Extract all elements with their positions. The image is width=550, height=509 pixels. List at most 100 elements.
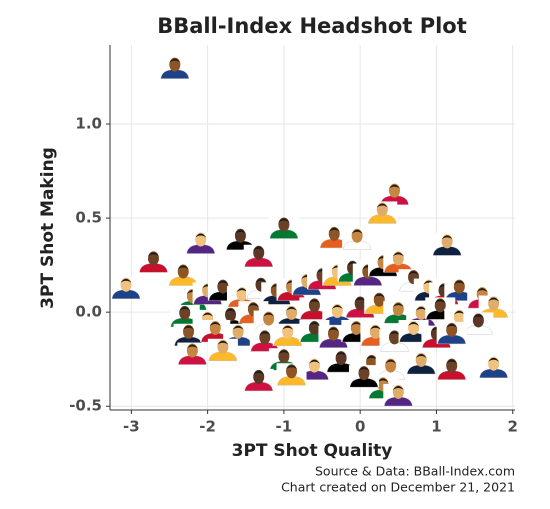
- headshot: [207, 338, 238, 361]
- headshot: [111, 276, 142, 299]
- headshot: [398, 319, 429, 343]
- hair: [259, 331, 271, 336]
- y-tick-label: -0.5: [69, 397, 102, 415]
- x-tick-label: 0: [355, 418, 365, 436]
- x-tick-label: -1: [276, 418, 293, 436]
- hair: [236, 288, 248, 293]
- hair: [327, 327, 339, 332]
- hair: [423, 280, 435, 285]
- hair: [488, 357, 500, 362]
- headshot: [272, 323, 303, 346]
- hair: [385, 359, 397, 364]
- hair: [202, 312, 214, 317]
- hair: [476, 288, 488, 293]
- hair: [446, 359, 458, 364]
- hair: [286, 365, 298, 370]
- hair: [217, 280, 229, 285]
- hair: [347, 261, 359, 266]
- hair: [217, 340, 229, 345]
- hair: [335, 352, 347, 357]
- hair: [354, 297, 366, 302]
- hair: [434, 299, 446, 304]
- headshot: [436, 357, 467, 380]
- headshot: [168, 263, 199, 286]
- headshot: [299, 297, 330, 320]
- hair: [373, 293, 385, 298]
- x-tick-label: 2: [507, 418, 517, 436]
- hair: [278, 218, 290, 223]
- headshot: [225, 227, 256, 250]
- hair: [195, 233, 207, 238]
- hair: [472, 314, 484, 319]
- hair: [225, 308, 237, 313]
- hair: [488, 297, 500, 302]
- hair: [369, 325, 381, 330]
- headshot: [383, 301, 414, 324]
- headshot: [276, 304, 307, 328]
- hair: [328, 227, 340, 232]
- y-axis-title: 3PT Shot Making: [38, 147, 58, 309]
- hair: [234, 229, 246, 234]
- y-tick-label: 0.5: [75, 209, 102, 227]
- hair: [388, 184, 400, 189]
- hair: [308, 359, 320, 364]
- headshot: [478, 355, 509, 378]
- hair: [453, 310, 465, 315]
- headshot: [342, 227, 373, 250]
- hair: [183, 325, 195, 330]
- headshot: [243, 368, 274, 392]
- x-axis-title: 3PT Shot Quality: [232, 441, 393, 461]
- hair: [286, 306, 298, 311]
- hair: [331, 305, 343, 310]
- x-tick-label: -3: [123, 418, 140, 436]
- headshot: [383, 250, 414, 273]
- grid: [110, 45, 515, 410]
- hair: [308, 299, 320, 304]
- caption: Chart created on December 21, 2021: [281, 480, 515, 495]
- hair: [392, 252, 404, 257]
- headshot: [367, 201, 398, 224]
- headshot: [478, 295, 509, 318]
- hair: [388, 331, 400, 336]
- headshot: [444, 278, 475, 301]
- hair: [179, 306, 191, 311]
- headshot: [159, 56, 190, 79]
- x-tick-label: -2: [199, 418, 216, 436]
- hair: [177, 265, 189, 270]
- hair: [392, 303, 404, 308]
- chart-title: BBall-Index Headshot Plot: [157, 14, 467, 38]
- hair: [147, 252, 159, 257]
- headshot: [276, 363, 307, 386]
- hair: [209, 321, 221, 326]
- headshot: [268, 216, 299, 239]
- hair: [415, 353, 427, 358]
- hair: [351, 229, 363, 234]
- headshot: [375, 357, 406, 380]
- headshot: [348, 365, 379, 388]
- y-tick-label: 1.0: [75, 115, 102, 133]
- headshot: [463, 312, 494, 335]
- hair: [186, 344, 198, 349]
- hair: [120, 278, 132, 283]
- hair: [247, 303, 259, 308]
- hair: [358, 367, 370, 372]
- hair: [453, 280, 465, 285]
- headshot: [379, 182, 410, 205]
- hair: [350, 321, 362, 326]
- hair: [441, 235, 453, 240]
- headshot: [406, 351, 437, 375]
- hair: [263, 312, 275, 317]
- hair: [446, 323, 458, 328]
- headshot: [299, 357, 330, 380]
- headshot: [169, 304, 200, 328]
- headshot: [326, 350, 357, 373]
- x-tick-label: 1: [431, 418, 441, 436]
- headshot: [173, 323, 204, 346]
- hair: [308, 321, 320, 326]
- hair: [253, 246, 265, 251]
- caption: Source & Data: BBall-Index.com: [315, 464, 515, 479]
- panel: [110, 45, 515, 410]
- marks: [111, 56, 509, 407]
